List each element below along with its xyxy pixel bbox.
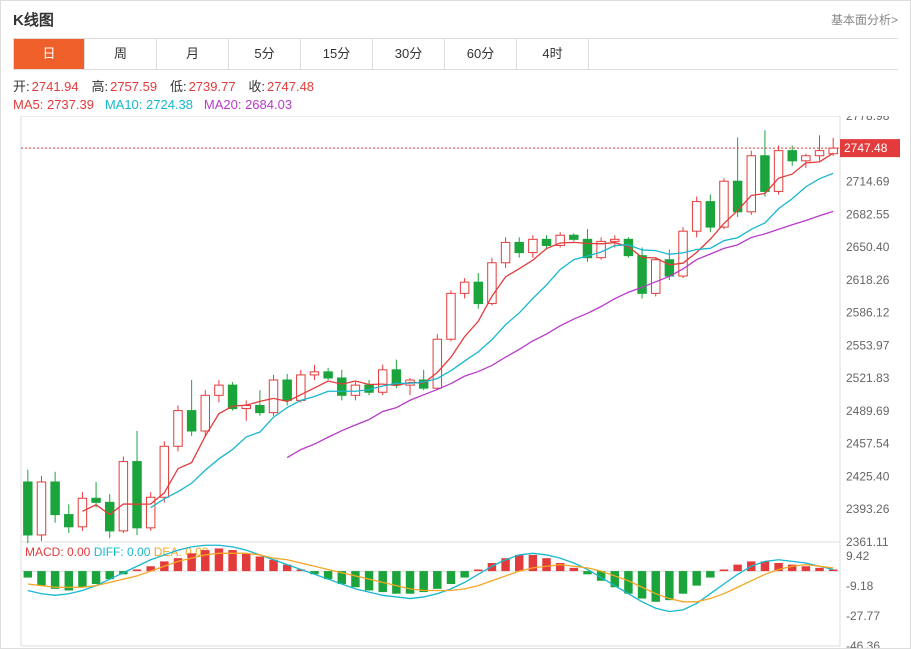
low-value: 2739.77 [189, 79, 236, 94]
kline-container: K线图 基本面分析> 日周月5分15分30分60分4时 开:2741.94 高:… [0, 0, 911, 649]
svg-text:2457.54: 2457.54 [846, 437, 890, 451]
svg-text:2778.98: 2778.98 [846, 116, 890, 123]
tab-30分[interactable]: 30分 [373, 39, 445, 69]
svg-text:MACD: 0.00 DIFF: 0.00 DEA:: MACD: 0.00 DIFF: 0.00 DEA: 0.00 [25, 545, 209, 559]
fundamental-link[interactable]: 基本面分析> [831, 11, 898, 28]
ma5-value: 2737.39 [47, 97, 94, 112]
svg-text:2747.48: 2747.48 [844, 141, 888, 155]
ma5-label: MA5: [13, 97, 43, 112]
tab-月[interactable]: 月 [157, 39, 229, 69]
svg-text:-9.18: -9.18 [846, 579, 874, 593]
svg-text:2618.26: 2618.26 [846, 273, 890, 287]
svg-text:2425.40: 2425.40 [846, 469, 890, 483]
open-value: 2741.94 [32, 79, 79, 94]
svg-text:2521.83: 2521.83 [846, 371, 890, 385]
tab-5分[interactable]: 5分 [229, 39, 301, 69]
svg-text:2714.69: 2714.69 [846, 175, 890, 189]
ohlc-row: 开:2741.94 高:2757.59 低:2739.77 收:2747.48 [1, 70, 910, 95]
svg-text:-27.77: -27.77 [846, 609, 880, 623]
tab-4时[interactable]: 4时 [517, 39, 589, 69]
svg-text:2393.26: 2393.26 [846, 502, 890, 516]
close-label: 收: [248, 79, 265, 94]
tab-60分[interactable]: 60分 [445, 39, 517, 69]
tab-日[interactable]: 日 [13, 39, 85, 69]
svg-text:2361.11: 2361.11 [846, 535, 889, 549]
svg-text:9.42: 9.42 [846, 549, 870, 563]
ma20-label: MA20: [204, 97, 242, 112]
header: K线图 基本面分析> [1, 1, 910, 38]
ma20-value: 2684.03 [245, 97, 292, 112]
ma10-value: 2724.38 [146, 97, 193, 112]
svg-text:2553.97: 2553.97 [846, 338, 890, 352]
tab-周[interactable]: 周 [85, 39, 157, 69]
svg-text:2586.12: 2586.12 [846, 306, 890, 320]
ma-row: MA5: 2737.39 MA10: 2724.38 MA20: 2684.03 [1, 95, 910, 116]
ma10-label: MA10: [105, 97, 143, 112]
open-label: 开: [13, 79, 30, 94]
high-label: 高: [91, 79, 108, 94]
svg-text:2650.40: 2650.40 [846, 240, 890, 254]
low-label: 低: [170, 79, 187, 94]
svg-text:-46.36: -46.36 [846, 639, 880, 648]
close-value: 2747.48 [267, 79, 314, 94]
chart-area[interactable]: 2778.98 2714.69 2682.55 2650.40 2618.26 2586.… [1, 116, 910, 648]
high-value: 2757.59 [110, 79, 157, 94]
svg-text:2489.69: 2489.69 [846, 404, 890, 418]
page-title: K线图 [13, 9, 54, 30]
timeframe-tabs: 日周月5分15分30分60分4时 [13, 38, 898, 70]
tab-15分[interactable]: 15分 [301, 39, 373, 69]
svg-text:2682.55: 2682.55 [846, 207, 890, 221]
